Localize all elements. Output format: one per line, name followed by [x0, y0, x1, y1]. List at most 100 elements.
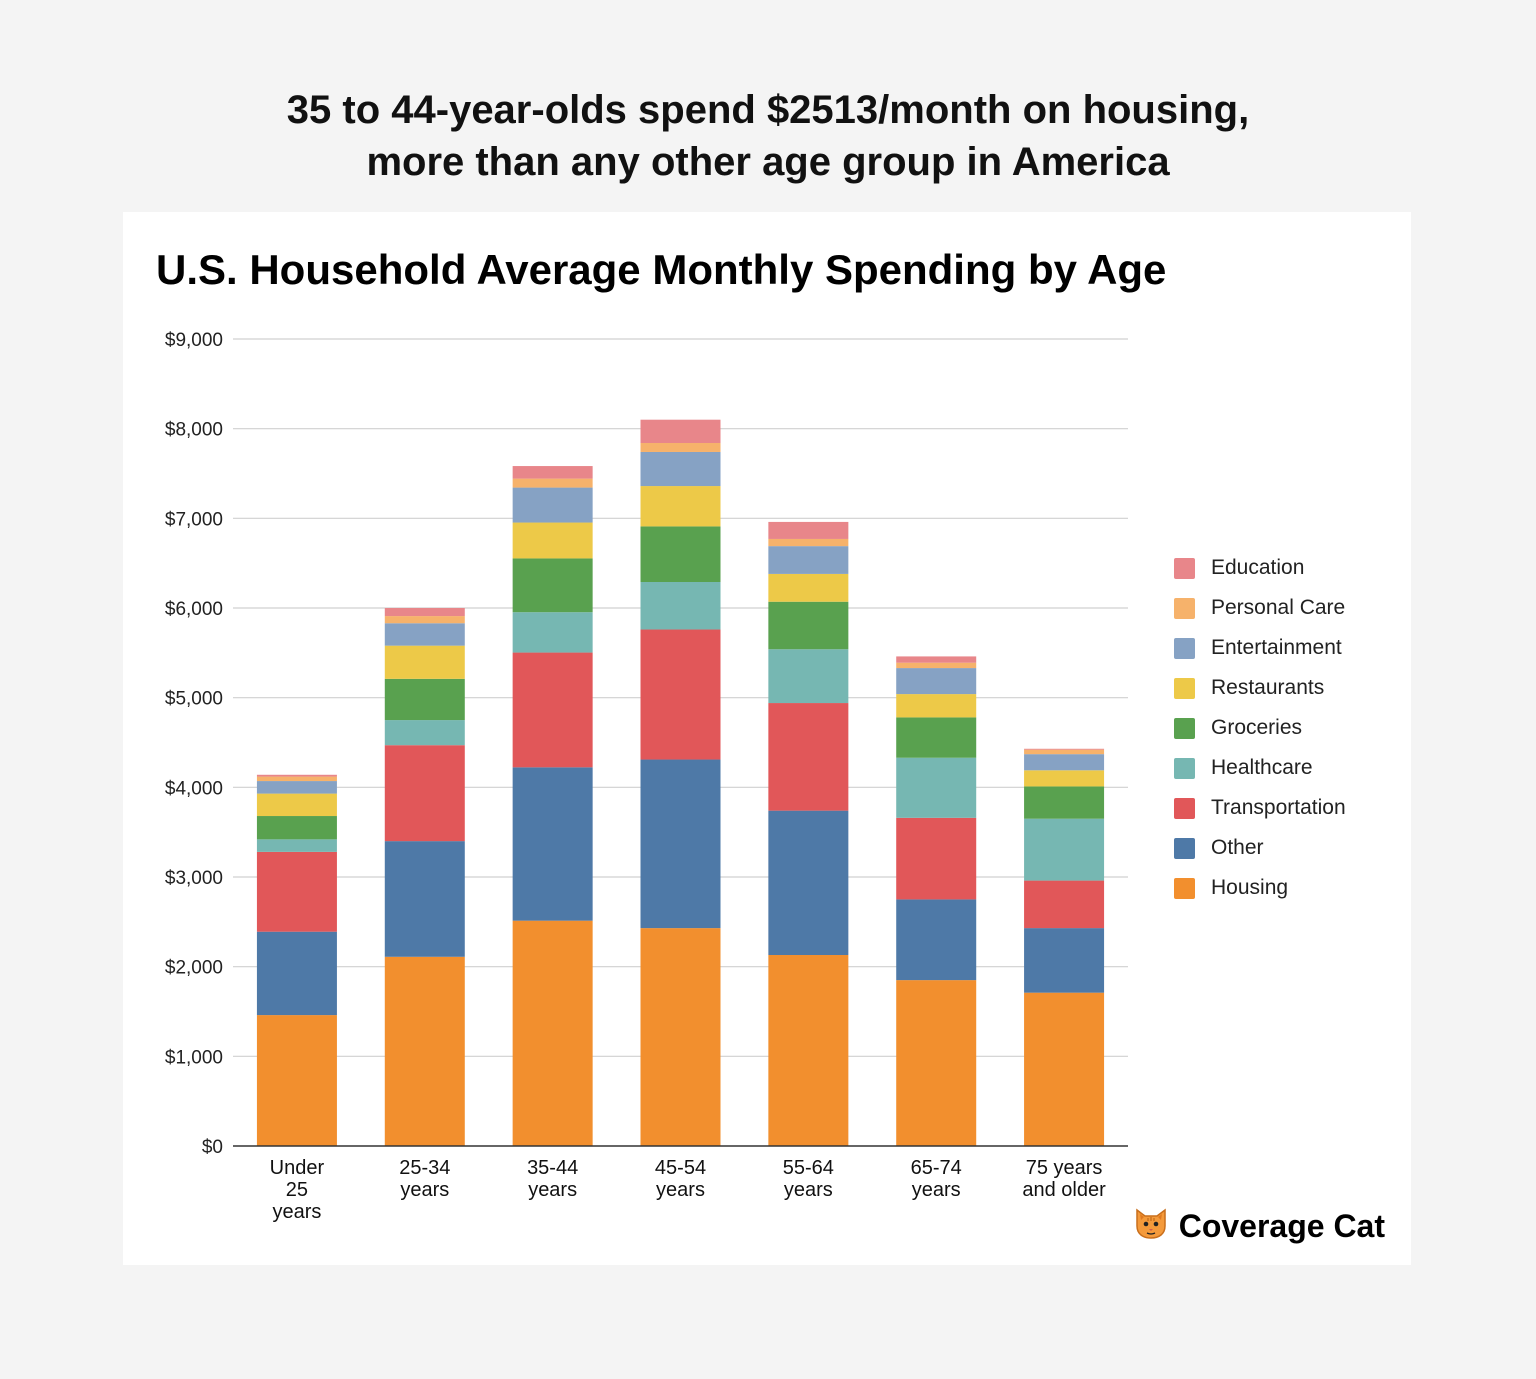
bar-segment-personal-care [512, 478, 593, 488]
bar-segment-healthcare [384, 720, 465, 746]
legend-item: Groceries [1174, 708, 1346, 748]
legend-label: Housing [1211, 876, 1289, 899]
bar-segment-other [768, 810, 849, 956]
bar-segment-other [640, 759, 721, 929]
bar-segment-restaurants [256, 793, 337, 817]
bar-segment-healthcare [1024, 818, 1105, 881]
bar-segment-entertainment [512, 487, 593, 523]
bar-segment-restaurants [896, 694, 977, 718]
bar-segment-restaurants [768, 573, 849, 602]
legend-item: Housing [1174, 868, 1346, 908]
bar-segment-transportation [512, 652, 593, 768]
x-category-label: 65-74 years [911, 1157, 962, 1201]
chart-legend: Education Personal Care Entertainment Resta… [1174, 548, 1346, 908]
bar-segment-entertainment [896, 668, 977, 695]
legend-label: Entertainment [1211, 636, 1342, 659]
bar-segment-personal-care [384, 616, 465, 624]
bar-segment-other [896, 899, 977, 981]
y-tick-label: $8,000 [165, 420, 223, 441]
bar-segment-housing [640, 928, 721, 1146]
headline-line-1: 35 to 44-year-olds spend $2513/month on … [286, 88, 1250, 132]
bar-segment-groceries [384, 678, 465, 721]
bar-segment-healthcare [768, 649, 849, 704]
stacked-bar-chart: $0 $1,000 $2,000 $3,000 $4,000 $5,000 $6,000 $7… [165, 330, 1128, 1223]
bar-segment-transportation [640, 629, 721, 760]
bar-segment-restaurants [384, 645, 465, 679]
legend-swatch [1174, 837, 1195, 859]
bar-segment-education [384, 608, 465, 617]
y-tick-label: $6,000 [165, 599, 223, 620]
bar-segment-groceries [1024, 786, 1105, 819]
bar-segment-entertainment [1024, 754, 1105, 771]
bar-segment-entertainment [768, 546, 849, 574]
legend-label: Other [1211, 836, 1264, 859]
bar-segment-groceries [512, 558, 593, 613]
bar-segment-healthcare [256, 839, 337, 852]
legend-swatch [1174, 757, 1195, 779]
x-category-label: 25-34 years [399, 1157, 450, 1201]
bar-segment-other [256, 931, 337, 1016]
bar-segment-other [1024, 928, 1105, 993]
cat-face-icon [1133, 1204, 1169, 1248]
x-category-label: 75 years and older [1022, 1157, 1106, 1201]
bar-segment-housing [768, 955, 849, 1146]
bar-segment-education [1024, 748, 1105, 750]
bar-segment-transportation [256, 851, 337, 932]
y-tick-label: $4,000 [165, 778, 223, 799]
y-tick-label: $2,000 [165, 958, 223, 979]
legend-item: Other [1174, 828, 1346, 868]
bar-segment-housing [512, 920, 593, 1146]
bar-segment-personal-care [640, 443, 721, 452]
y-tick-label: $5,000 [165, 689, 223, 710]
headline-line-2: more than any other age group in America [366, 140, 1170, 184]
bar-segment-personal-care [896, 662, 977, 669]
legend-swatch [1174, 877, 1195, 899]
bar-segment-other [384, 841, 465, 957]
bar-segment-education [640, 419, 721, 444]
headline: 35 to 44-year-olds spend $2513/month on … [0, 84, 1536, 188]
bar-segment-healthcare [640, 581, 721, 630]
bar-segment-groceries [256, 816, 337, 840]
x-category-label: 45-54 years [655, 1157, 706, 1201]
bar-segment-other [512, 767, 593, 921]
bar-segment-restaurants [512, 522, 593, 559]
bar-segment-personal-care [256, 776, 337, 782]
y-tick-label: $7,000 [165, 509, 223, 530]
legend-item: Restaurants [1174, 668, 1346, 708]
legend-label: Transportation [1211, 796, 1346, 819]
legend-swatch [1174, 797, 1195, 819]
legend-item: Entertainment [1174, 628, 1346, 668]
legend-swatch [1174, 637, 1195, 659]
chart-title: U.S. Household Average Monthly Spending … [156, 246, 1167, 293]
y-tick-label: $9,000 [165, 330, 223, 351]
bar-segment-restaurants [640, 486, 721, 527]
legend-swatch [1174, 717, 1195, 739]
legend-item: Personal Care [1174, 588, 1346, 628]
legend-swatch [1174, 677, 1195, 699]
bar-segment-housing [1024, 992, 1105, 1146]
legend-swatch [1174, 597, 1195, 619]
legend-label: Groceries [1211, 716, 1303, 739]
bar-segment-healthcare [512, 612, 593, 653]
bar-segment-entertainment [384, 623, 465, 646]
bar-segment-housing [256, 1015, 337, 1146]
bar-segment-groceries [768, 601, 849, 650]
bar-segment-transportation [384, 745, 465, 842]
y-tick-label: $1,000 [165, 1047, 223, 1068]
legend-item: Transportation [1174, 788, 1346, 828]
bar-segment-transportation [1024, 880, 1105, 929]
legend-swatch [1174, 557, 1195, 579]
bar-segment-groceries [640, 526, 721, 582]
bar-segment-education [768, 521, 849, 539]
bar-segment-restaurants [1024, 770, 1105, 787]
bar-segment-personal-care [1024, 749, 1105, 755]
x-category-label: Under 25 years [270, 1157, 325, 1223]
bar-segment-transportation [896, 817, 977, 900]
x-category-label: 55-64 years [783, 1157, 834, 1201]
legend-item: Education [1174, 548, 1346, 588]
y-tick-label: $3,000 [165, 868, 223, 889]
y-tick-label: $0 [202, 1137, 223, 1158]
bar-segment-education [512, 466, 593, 479]
bar-segment-personal-care [768, 538, 849, 547]
brand-name: Coverage Cat [1178, 1207, 1385, 1244]
